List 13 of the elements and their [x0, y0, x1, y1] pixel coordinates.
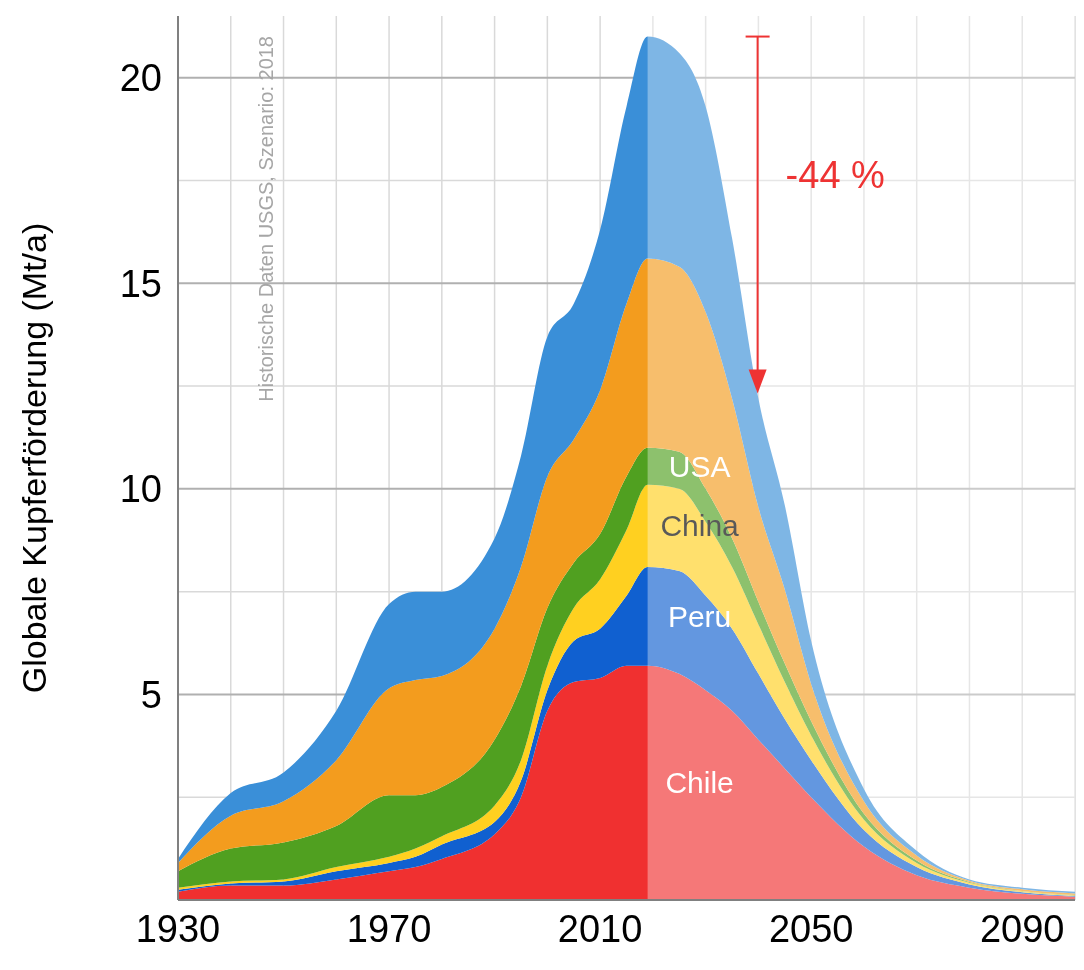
- x-tick-label: 2050: [768, 908, 854, 950]
- y-tick-label: 20: [119, 56, 162, 99]
- x-tick-label: 1930: [135, 908, 221, 950]
- x-tick-label: 2010: [557, 908, 643, 950]
- y-tick-label: 10: [119, 468, 162, 511]
- annotation: Historische Daten USGS, Szenario: 2018: [255, 36, 277, 402]
- y-axis-title: Globale Kupferförderung (Mt/a): [15, 222, 53, 694]
- annotation: -44 %: [785, 154, 885, 197]
- series-label: Chile: [665, 766, 734, 800]
- x-tick-label: 2090: [979, 908, 1065, 950]
- x-tick-label: 1970: [346, 908, 432, 950]
- y-tick-label: 15: [119, 262, 162, 305]
- y-tick-label: 5: [140, 673, 162, 716]
